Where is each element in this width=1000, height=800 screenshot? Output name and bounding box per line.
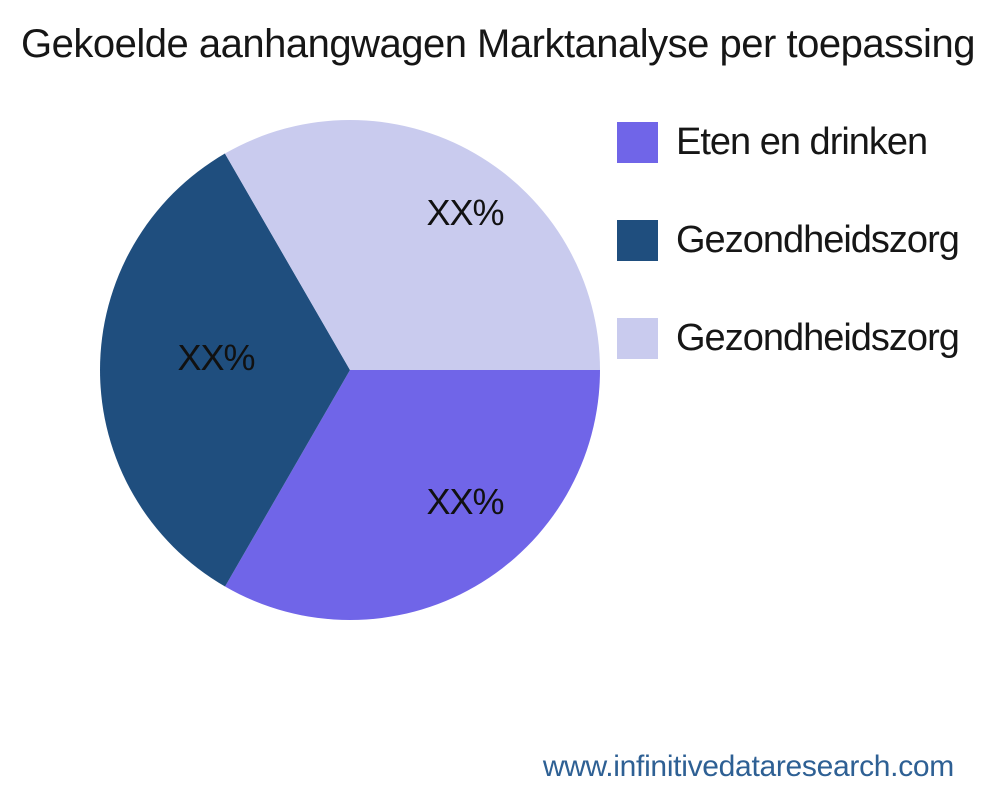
legend-label-eten-en-drinken: Eten en drinken [676, 121, 928, 163]
legend-swatch-gezondheidszorg-dark [617, 220, 658, 261]
legend-label-gezondheidszorg-dark: Gezondheidszorg [676, 219, 960, 261]
pie-slice-2 [224, 120, 600, 370]
pie-chart [100, 120, 600, 620]
legend-swatch-gezondheidszorg-light [617, 318, 658, 359]
slice-value-label-gezondheidszorg-light: XX% [426, 192, 504, 233]
legend-item-gezondheidszorg-light: Gezondheidszorg [617, 317, 960, 359]
pie-slice-1 [100, 153, 350, 587]
pie-slice-0 [225, 370, 600, 620]
legend-item-eten-en-drinken: Eten en drinken [617, 121, 959, 163]
slice-value-label-gezondheidszorg-dark: XX% [177, 337, 255, 378]
footer-website-url: www.infinitivedataresearch.com [542, 750, 954, 783]
slice-value-label-eten-en-drinken: XX% [426, 481, 504, 522]
legend-label-gezondheidszorg-light: Gezondheidszorg [676, 317, 960, 359]
legend: Eten en drinken Gezondheidszorg Gezondhe… [617, 121, 960, 416]
legend-swatch-eten-en-drinken [617, 122, 658, 163]
legend-item-gezondheidszorg-dark: Gezondheidszorg [617, 219, 960, 261]
pie-svg [100, 120, 600, 620]
chart-title: Gekoelde aanhangwagen Marktanalyse per t… [21, 22, 975, 66]
